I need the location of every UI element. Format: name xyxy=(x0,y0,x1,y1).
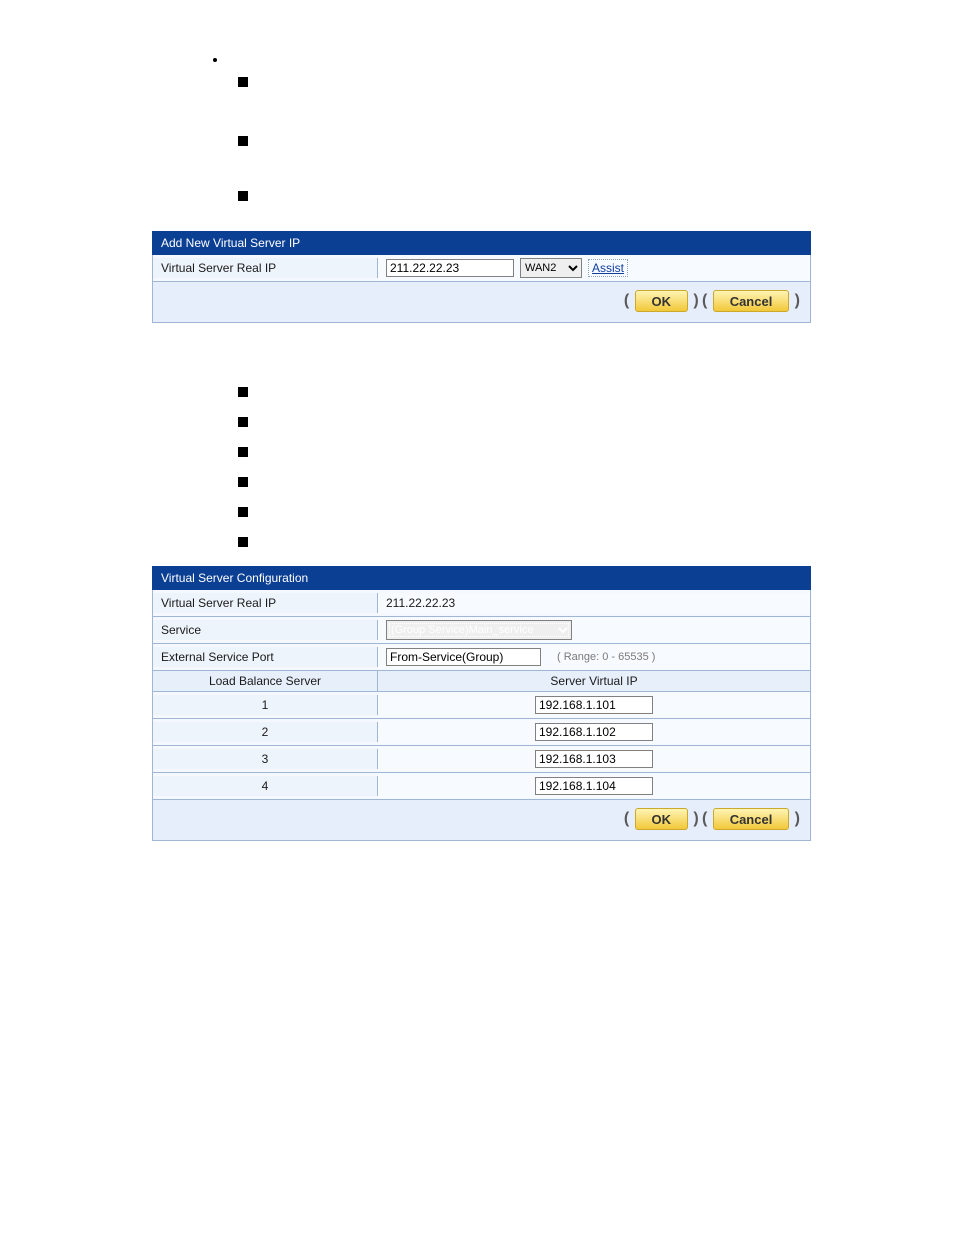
panel-title: Virtual Server Configuration xyxy=(152,566,811,590)
virtual-server-config-panel: Virtual Server Configuration Virtual Ser… xyxy=(152,566,811,841)
assist-link[interactable]: Assist xyxy=(588,259,628,277)
bullet-square xyxy=(238,191,248,201)
bullet-square xyxy=(238,537,248,547)
paren-decor: ( xyxy=(702,810,707,827)
lb-server-index: 3 xyxy=(153,749,378,769)
label-external-service-port: External Service Port xyxy=(153,647,378,667)
server-virtual-ip-input[interactable] xyxy=(535,696,653,714)
button-bar: ( OK ) ( Cancel ) xyxy=(152,800,811,841)
paren-decor: ) xyxy=(795,292,800,309)
lb-server-row: 2 xyxy=(153,719,810,746)
panel-title: Add New Virtual Server IP xyxy=(152,231,811,255)
bullet-square xyxy=(238,136,248,146)
external-service-port-input[interactable] xyxy=(386,648,541,666)
label-service: Service xyxy=(153,620,378,640)
server-virtual-ip-input[interactable] xyxy=(535,723,653,741)
lb-server-index: 1 xyxy=(153,695,378,715)
paren-decor: ( xyxy=(624,810,629,827)
server-virtual-ip-input[interactable] xyxy=(535,777,653,795)
lb-server-index: 2 xyxy=(153,722,378,742)
server-virtual-ip-input[interactable] xyxy=(535,750,653,768)
paren-decor: ) xyxy=(693,292,698,309)
label-virtual-server-real-ip: Virtual Server Real IP xyxy=(153,593,378,613)
paren-decor: ( xyxy=(702,292,707,309)
lb-server-row: 3 xyxy=(153,746,810,773)
lb-server-row: 1 xyxy=(153,692,810,719)
bullet-square xyxy=(238,77,248,87)
cancel-button[interactable]: Cancel xyxy=(713,808,790,830)
lb-server-index: 4 xyxy=(153,776,378,796)
service-select[interactable]: (Group Service)Main_service xyxy=(386,620,572,640)
cancel-button[interactable]: Cancel xyxy=(713,290,790,312)
header-server-virtual-ip: Server Virtual IP xyxy=(378,671,810,691)
bullet-square xyxy=(238,447,248,457)
header-load-balance-server: Load Balance Server xyxy=(153,671,378,691)
bullet-square xyxy=(238,477,248,487)
port-range-note: ( Range: 0 - 65535 ) xyxy=(557,651,655,663)
virtual-server-real-ip-input[interactable] xyxy=(386,259,514,277)
ok-button[interactable]: OK xyxy=(635,290,689,312)
bullet-square xyxy=(238,507,248,517)
add-virtual-server-panel: Add New Virtual Server IP Virtual Server… xyxy=(152,231,811,323)
bullet-square xyxy=(238,387,248,397)
bullet-dot xyxy=(213,58,217,62)
lb-server-row: 4 xyxy=(153,773,810,799)
bullet-square xyxy=(238,417,248,427)
paren-decor: ) xyxy=(693,810,698,827)
button-bar: ( OK ) ( Cancel ) xyxy=(152,282,811,323)
paren-decor: ( xyxy=(624,292,629,309)
label-virtual-server-real-ip: Virtual Server Real IP xyxy=(153,258,378,278)
paren-decor: ) xyxy=(795,810,800,827)
wan-select[interactable]: WAN2 xyxy=(520,258,582,278)
virtual-server-real-ip-value: 211.22.22.23 xyxy=(386,596,455,610)
ok-button[interactable]: OK xyxy=(635,808,689,830)
